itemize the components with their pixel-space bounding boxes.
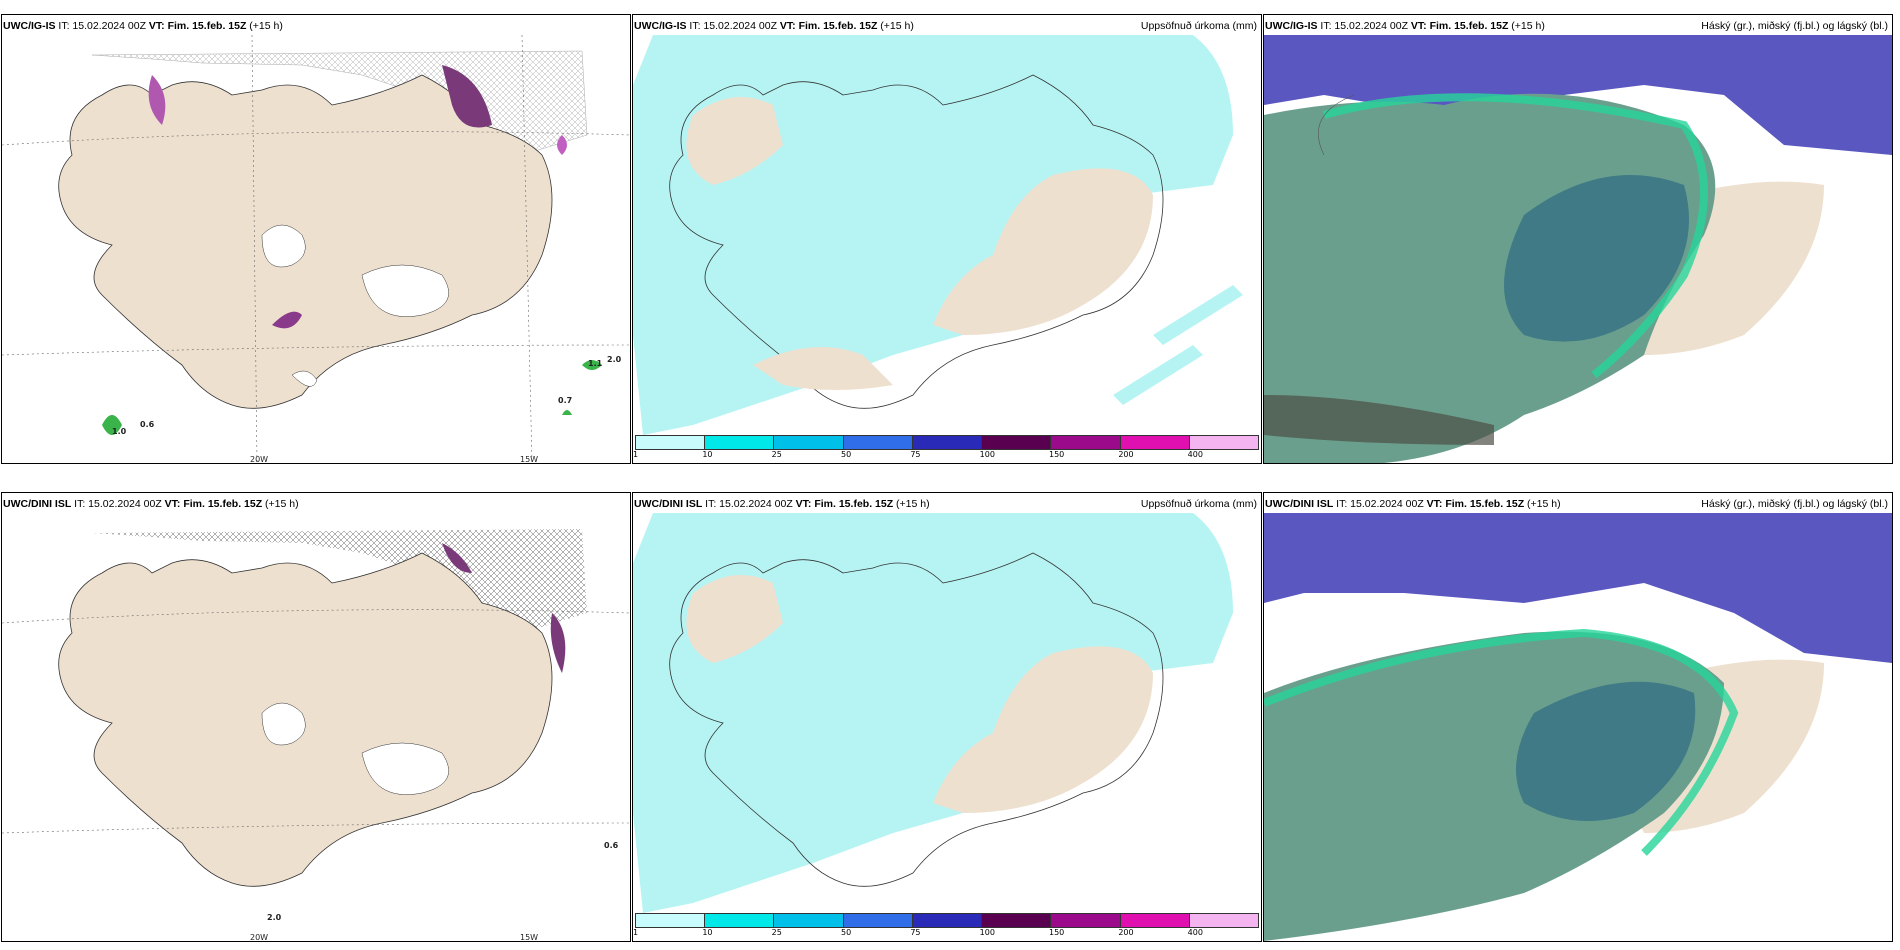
colorbar-tick: 50	[841, 928, 852, 937]
panel-ig-precip: UWC/IG-IS IT: 15.02.2024 00Z VT: Fim. 15…	[632, 14, 1262, 464]
precip-map	[633, 35, 1261, 435]
colorbar-tick: 400	[1187, 450, 1203, 459]
iceland-land	[669, 74, 1164, 409]
colorbar-swatch	[912, 436, 983, 449]
colorbar-tick: 10	[702, 450, 713, 459]
panel-dini-wind: UWC/DINI ISL IT: 15.02.2024 00Z VT: Fim.…	[1, 492, 631, 942]
colorbar-swatch	[982, 914, 1052, 927]
iceland-land	[58, 552, 553, 887]
wind-map	[2, 35, 630, 463]
colorbar-swatch	[705, 914, 775, 927]
mid-cloud	[1504, 175, 1689, 342]
panel-dini-precip: UWC/DINI ISL IT: 15.02.2024 00Z VT: Fim.…	[632, 492, 1262, 942]
colorbar-swatch	[774, 914, 844, 927]
precip-map	[633, 513, 1261, 913]
colorbar: 1 10 25 50 75 100 150 200 400	[633, 913, 1259, 939]
colorbar-tick: 150	[1049, 450, 1065, 459]
colorbar-tick: 200	[1118, 450, 1134, 459]
iceland-land	[58, 74, 553, 409]
colorbar-tick: 1	[633, 928, 639, 937]
colorbar-tick: 75	[910, 450, 921, 459]
wind-value-label: 1.1	[588, 359, 603, 368]
wind-value-label: 0.6	[604, 841, 619, 850]
colorbar-swatch	[843, 914, 913, 927]
lon-label-20w: 20W	[250, 455, 269, 464]
green-edge	[1322, 93, 1708, 379]
colorbar-swatch	[912, 914, 983, 927]
panel-header: UWC/IG-IS IT: 15.02.2024 00Z VT: Fim. 15…	[3, 20, 283, 32]
cloud-map	[1264, 513, 1892, 941]
wind-value-label: 1.0	[112, 427, 127, 436]
colorbar-swatch	[774, 436, 844, 449]
precip-purple	[148, 65, 567, 329]
panel-header: UWC/DINI ISL IT: 15.02.2024 00Z VT: Fim.…	[1265, 498, 1888, 510]
panel-header: UWC/IG-IS IT: 15.02.2024 00Z VT: Fim. 15…	[1265, 20, 1888, 32]
wind-map	[2, 513, 630, 941]
colorbar-tick: 100	[979, 450, 995, 459]
panel-header: UWC/IG-IS IT: 15.02.2024 00Z VT: Fim. 15…	[634, 20, 1257, 32]
colorbar-tick: 75	[910, 928, 921, 937]
high-cloud	[1264, 35, 1892, 155]
lon-label-15w: 15W	[520, 455, 539, 464]
colorbar-tick: 400	[1187, 928, 1203, 937]
panel-dini-cloud: UWC/DINI ISL IT: 15.02.2024 00Z VT: Fim.…	[1263, 492, 1893, 942]
wind-value-label: 0.6	[140, 420, 155, 429]
colorbar-swatch	[636, 914, 706, 927]
colorbar-tick: 200	[1118, 928, 1134, 937]
green-patches	[102, 360, 602, 435]
colorbar-swatch	[843, 436, 913, 449]
wind-value-label: 0.7	[558, 396, 573, 405]
colorbar-swatch	[1120, 914, 1190, 927]
colorbar-tick: 150	[1049, 928, 1065, 937]
colorbar-tick: 100	[979, 928, 995, 937]
colorbar-swatch	[1051, 436, 1121, 449]
colorbar-tick: 25	[771, 450, 782, 459]
colorbar-swatch	[1189, 914, 1258, 927]
colorbar: 1 10 25 50 75 100 150 200 400	[633, 435, 1259, 461]
wind-value-label: 2.0	[267, 913, 282, 922]
panel-ig-wind: UWC/IG-IS IT: 15.02.2024 00Z VT: Fim. 15…	[1, 14, 631, 464]
colorbar-swatch	[1051, 914, 1121, 927]
colorbar-swatch	[982, 436, 1052, 449]
colorbar-tick: 50	[841, 450, 852, 459]
wind-value-label: 2.0	[607, 355, 622, 364]
colorbar-tick: 10	[702, 928, 713, 937]
lon-label-20w: 20W	[250, 933, 269, 942]
colorbar-swatch	[1189, 436, 1258, 449]
cloud-map	[1264, 35, 1892, 463]
panel-header: UWC/DINI ISL IT: 15.02.2024 00Z VT: Fim.…	[634, 498, 1257, 510]
colorbar-swatch	[636, 436, 706, 449]
precip-streaks	[1113, 285, 1243, 405]
colorbar-tick: 1	[633, 450, 639, 459]
colorbar-swatch	[705, 436, 775, 449]
dark-band	[1264, 395, 1494, 445]
colorbar-swatch	[1120, 436, 1190, 449]
panel-ig-cloud: UWC/IG-IS IT: 15.02.2024 00Z VT: Fim. 15…	[1263, 14, 1893, 464]
lon-label-15w: 15W	[520, 933, 539, 942]
panel-header: UWC/DINI ISL IT: 15.02.2024 00Z VT: Fim.…	[3, 498, 299, 510]
precip-area	[633, 35, 1233, 435]
colorbar-tick: 25	[771, 928, 782, 937]
